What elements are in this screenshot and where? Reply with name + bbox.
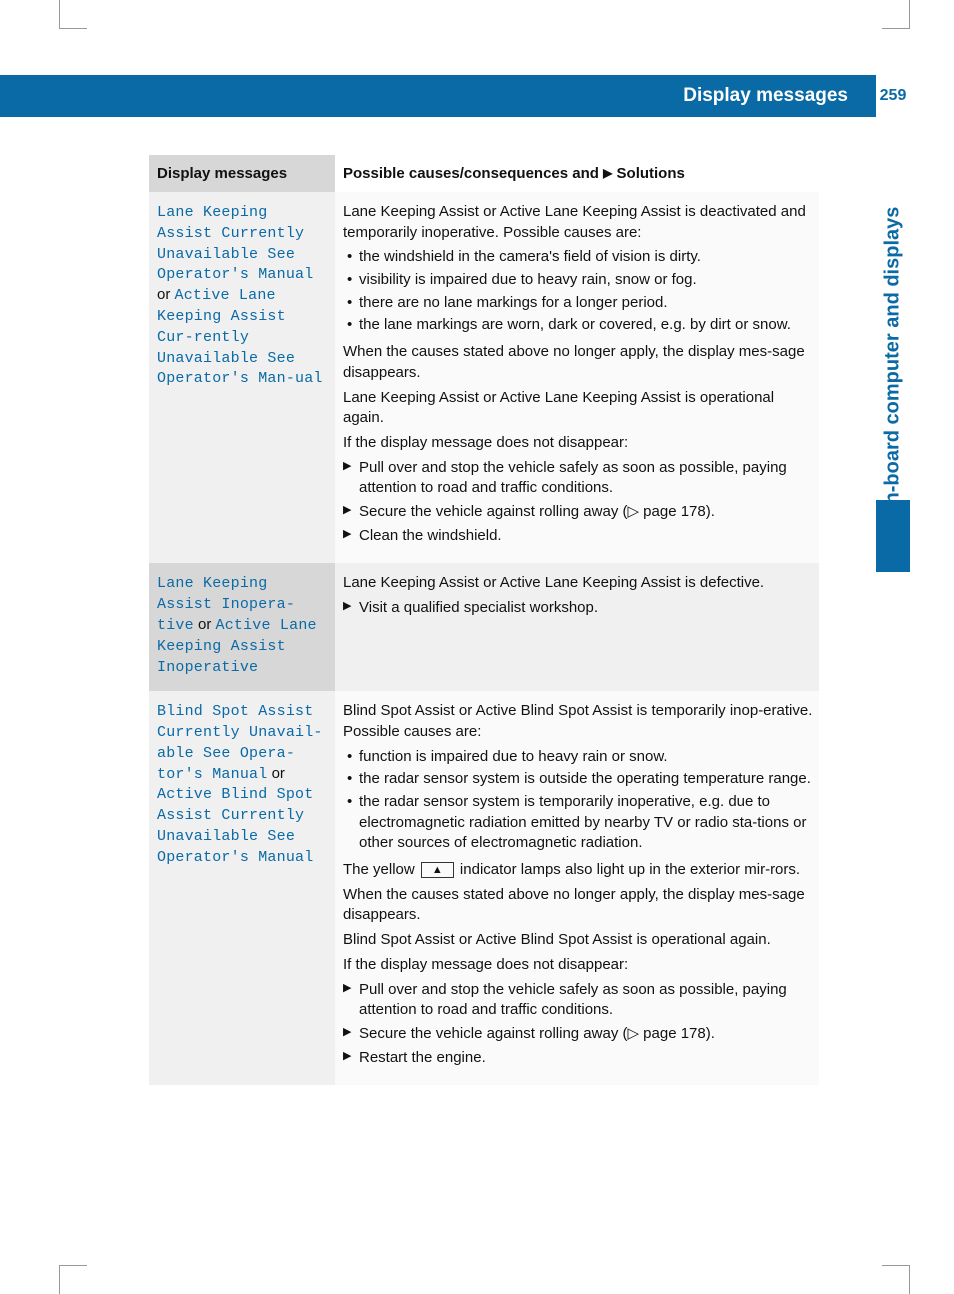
action-item: Clean the windshield. xyxy=(343,526,813,547)
action-item: Secure the vehicle against rolling away … xyxy=(343,502,813,523)
content-area: Display messages Possible causes/consequ… xyxy=(149,155,819,1085)
solution-actions: Visit a qualified specialist workshop. xyxy=(343,598,813,619)
header-title: Display messages xyxy=(683,85,848,107)
table-row: Lane Keeping Assist Currently Unavailabl… xyxy=(149,192,819,563)
bullet-item: function is impaired due to heavy rain o… xyxy=(343,747,813,768)
page-number: 259 xyxy=(876,75,910,117)
bullet-item: the radar sensor system is outside the o… xyxy=(343,769,813,790)
triangle-indicator-icon: ▲ xyxy=(421,862,454,878)
cause-intro: Lane Keeping Assist or Active Lane Keepi… xyxy=(343,202,813,243)
cause-intro: Lane Keeping Assist or Active Lane Keepi… xyxy=(343,573,813,594)
cause-paragraph: If the display message does not disappea… xyxy=(343,433,813,454)
table-row: Blind Spot Assist Currently Unavail‐able… xyxy=(149,691,819,1085)
col-header-causes-solutions: Possible causes/consequences and ▶ Solut… xyxy=(335,155,819,192)
display-message-cell: Blind Spot Assist Currently Unavail‐able… xyxy=(149,691,335,1085)
action-item: Restart the engine. xyxy=(343,1048,813,1069)
yellow-pre: The yellow xyxy=(343,861,419,878)
display-msg-text: Active Blind Spot Assist Currently Unava… xyxy=(157,786,313,865)
bullet-item: visibility is impaired due to heavy rain… xyxy=(343,270,813,291)
display-message-cell: Lane Keeping Assist Currently Unavailabl… xyxy=(149,192,335,563)
header-band: Display messages xyxy=(0,75,876,117)
action-item: Pull over and stop the vehicle safely as… xyxy=(343,458,813,499)
solution-actions: Pull over and stop the vehicle safely as… xyxy=(343,980,813,1069)
cause-paragraph: Lane Keeping Assist or Active Lane Keepi… xyxy=(343,388,813,429)
causes-solutions-cell: Lane Keeping Assist or Active Lane Keepi… xyxy=(335,563,819,691)
display-msg-text: Blind Spot Assist Currently Unavail‐able… xyxy=(157,703,323,782)
or-word: or xyxy=(272,765,285,782)
causes-solutions-cell: Lane Keeping Assist or Active Lane Keepi… xyxy=(335,192,819,563)
cause-paragraph: Blind Spot Assist or Active Blind Spot A… xyxy=(343,930,813,951)
action-item: Pull over and stop the vehicle safely as… xyxy=(343,980,813,1021)
col-header-display-messages: Display messages xyxy=(149,155,335,192)
action-item: Secure the vehicle against rolling away … xyxy=(343,1024,813,1045)
section-side-tab xyxy=(876,500,910,572)
cause-paragraph: When the causes stated above no longer a… xyxy=(343,885,813,926)
section-side-label: On-board computer and displays xyxy=(878,160,908,520)
bullet-item: the windshield in the camera's field of … xyxy=(343,247,813,268)
action-item: Visit a qualified specialist workshop. xyxy=(343,598,813,619)
or-word: or xyxy=(157,286,170,303)
solution-actions: Pull over and stop the vehicle safely as… xyxy=(343,458,813,547)
bullet-item: the lane markings are worn, dark or cove… xyxy=(343,315,813,336)
or-word: or xyxy=(198,616,211,633)
bullet-item: there are no lane markings for a longer … xyxy=(343,293,813,314)
solutions-arrow-icon: ▶ xyxy=(603,166,612,180)
cause-intro: Blind Spot Assist or Active Blind Spot A… xyxy=(343,701,813,742)
table-row: Lane Keeping Assist Inopera‐tive or Acti… xyxy=(149,563,819,691)
col2-suffix: Solutions xyxy=(612,165,685,182)
cause-paragraph: The yellow ▲ indicator lamps also light … xyxy=(343,860,813,881)
causes-solutions-cell: Blind Spot Assist or Active Blind Spot A… xyxy=(335,691,819,1085)
display-msg-text: Active Lane Keeping Assist Cur‐rently Un… xyxy=(157,287,323,387)
yellow-post: indicator lamps also light up in the ext… xyxy=(456,861,800,878)
display-message-cell: Lane Keeping Assist Inopera‐tive or Acti… xyxy=(149,563,335,691)
page-frame: Display messages 259 On-board computer a… xyxy=(59,0,910,1294)
col2-prefix: Possible causes/consequences and xyxy=(343,165,603,182)
cause-paragraph: When the causes stated above no longer a… xyxy=(343,342,813,383)
cause-bullets: the windshield in the camera's field of … xyxy=(343,247,813,336)
display-messages-table: Display messages Possible causes/consequ… xyxy=(149,155,819,1085)
bullet-item: the radar sensor system is temporarily i… xyxy=(343,792,813,854)
cause-bullets: function is impaired due to heavy rain o… xyxy=(343,747,813,854)
cause-paragraph: If the display message does not disappea… xyxy=(343,955,813,976)
display-msg-text: Lane Keeping Assist Currently Unavailabl… xyxy=(157,204,313,283)
